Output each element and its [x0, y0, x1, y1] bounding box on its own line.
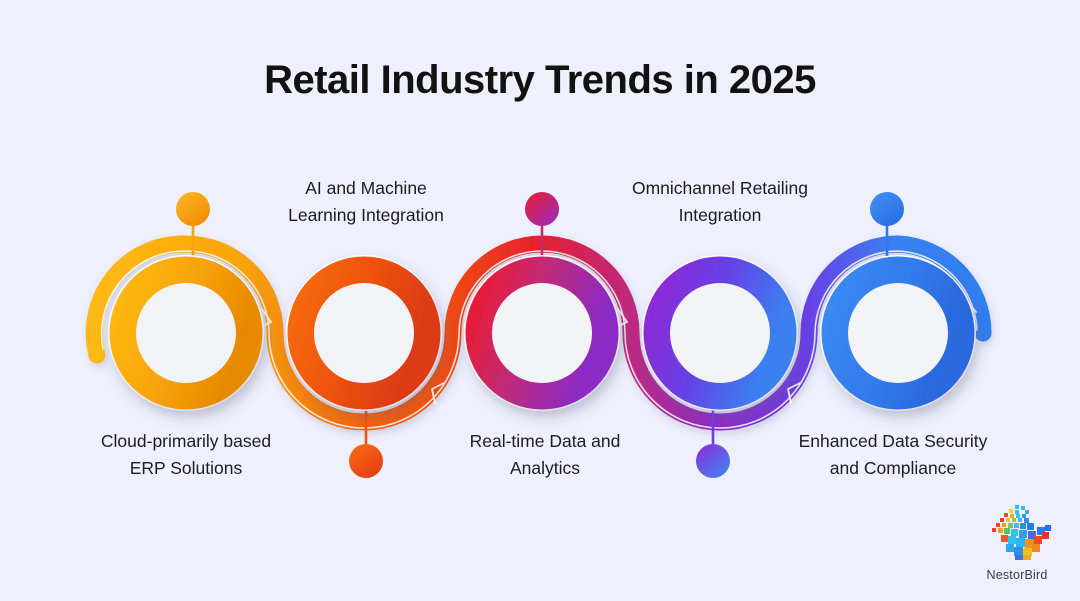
node-label-data-security: Enhanced Data Security and Compliance [798, 431, 988, 478]
node-label-realtime-data: Real-time Data and Analytics [469, 431, 621, 478]
node-marker-dot [525, 192, 559, 226]
node-label-ai-ml: AI and Machine Learning Integration [288, 178, 444, 225]
node-realtime-data[interactable] [464, 192, 620, 411]
node-label-cloud-erp: Cloud-primarily based ERP Solutions [100, 431, 272, 478]
node-marker-dot [870, 192, 904, 226]
node-omnichannel[interactable] [642, 255, 798, 478]
node-data-security[interactable] [820, 192, 976, 411]
brand-name: NestorBird [986, 568, 1048, 582]
connector-ribbon [85, 235, 992, 431]
node-label-omnichannel: Omnichannel Retailing Integration [631, 178, 809, 225]
pixel-bird-icon [992, 505, 1051, 560]
node-marker-dot [696, 444, 730, 478]
brand-logo: NestorBird [962, 503, 1072, 589]
node-marker-dot [349, 444, 383, 478]
node-cloud-erp[interactable] [108, 192, 264, 411]
node-ai-ml[interactable] [286, 255, 442, 478]
page-title: Retail Industry Trends in 2025 [264, 58, 816, 102]
node-marker-dot [176, 192, 210, 226]
